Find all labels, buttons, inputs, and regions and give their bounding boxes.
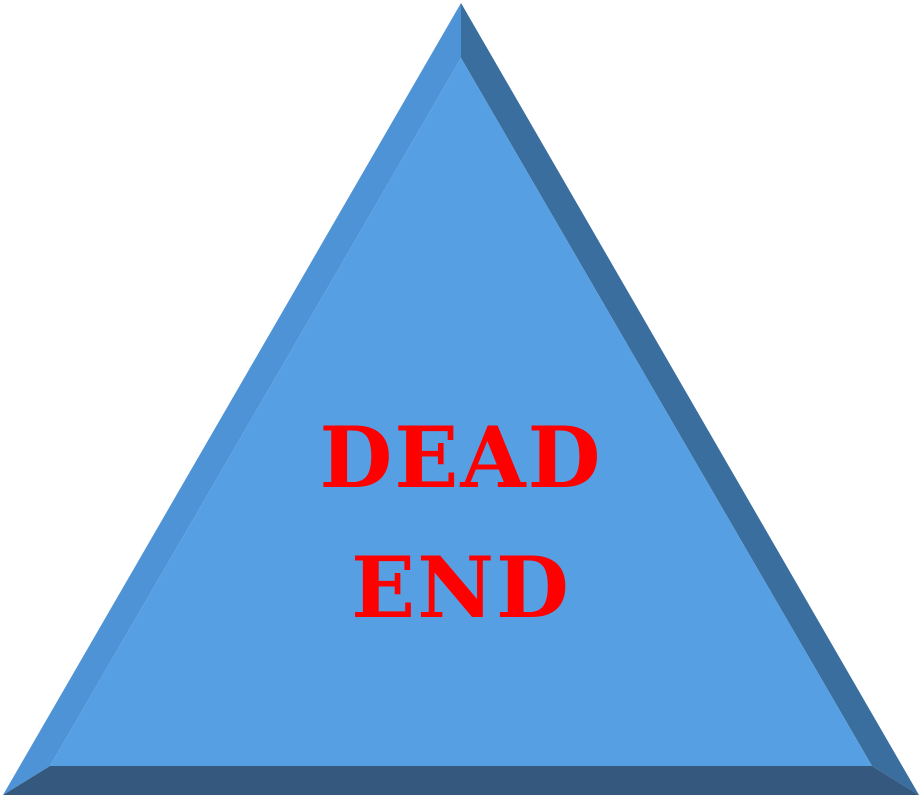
triangle-bevel-left: [3, 3, 461, 795]
triangle-face: [50, 58, 872, 766]
sign-text-line2: END: [351, 538, 571, 637]
triangle-bevel-bottom: [3, 766, 919, 795]
sign-text-line1: DEAD: [320, 408, 603, 507]
triangle-bevel-right: [461, 3, 919, 795]
